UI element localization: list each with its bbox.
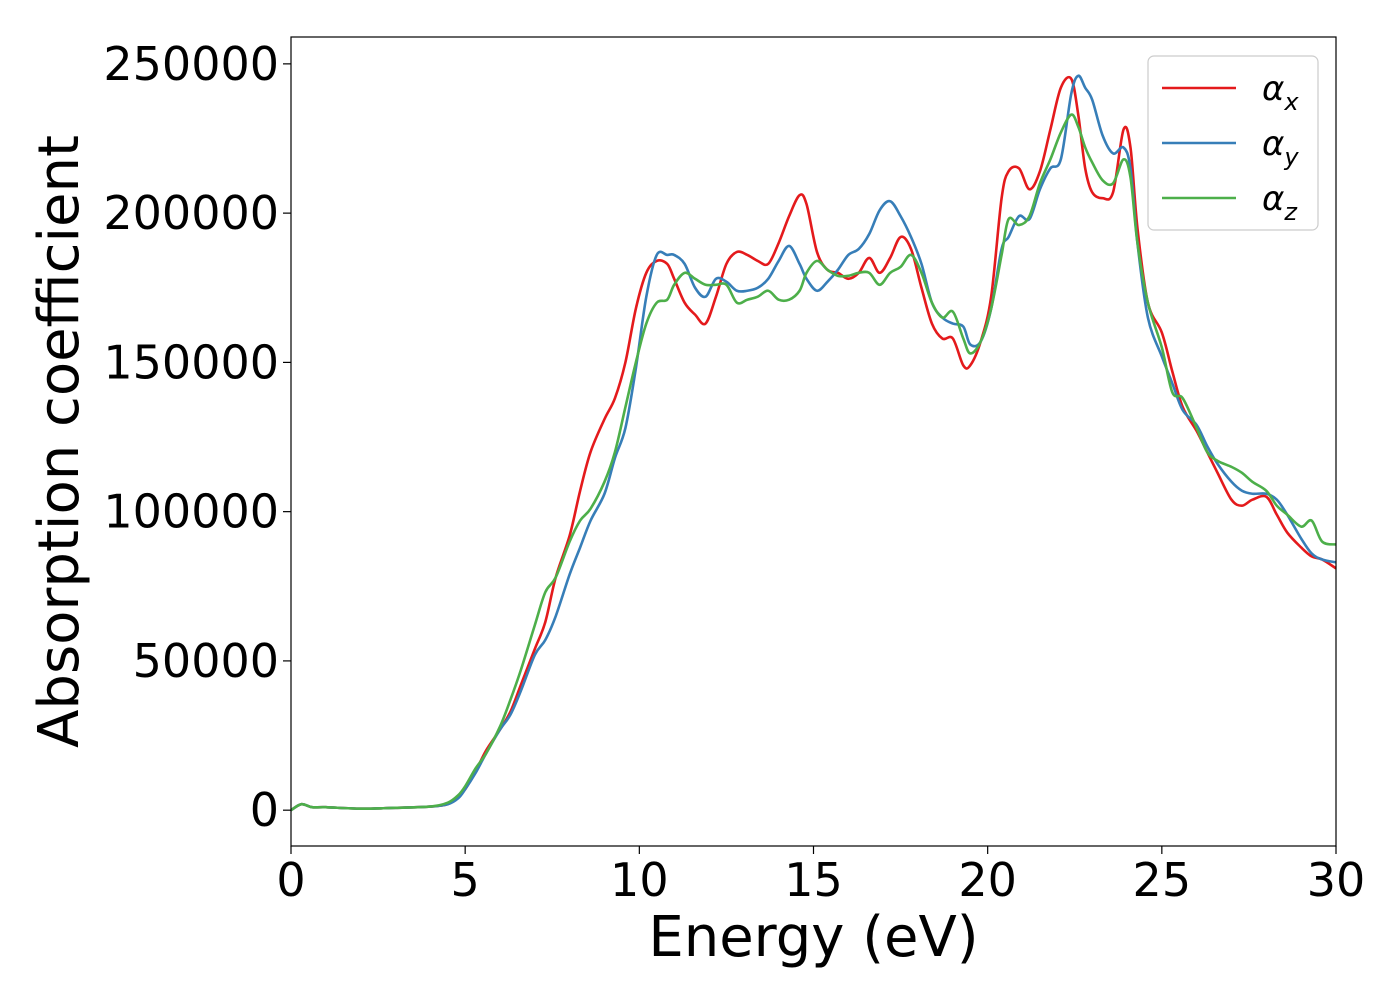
x-tick-label: 20	[958, 853, 1017, 907]
x-tick-label: 0	[276, 853, 305, 907]
x-tick-label: 15	[784, 853, 843, 907]
y-tick-label: 150000	[103, 335, 279, 389]
y-tick-label: 100000	[103, 485, 279, 539]
y-axis: 0 50000 100000 150000 200000 250000	[103, 37, 291, 837]
x-tick-label: 25	[1133, 853, 1192, 907]
x-axis: 0 5 10 15 20 25 30	[276, 846, 1365, 907]
x-tick-label: 10	[610, 853, 669, 907]
series-layer	[291, 74, 1336, 812]
legend-label-y: αy	[1262, 124, 1299, 171]
y-axis-title: Absorption coefficient	[27, 135, 92, 748]
y-tick-label: 200000	[103, 186, 279, 240]
x-tick-label: 5	[451, 853, 480, 907]
legend-label-x: αx	[1262, 69, 1299, 116]
legend: αx αy αz	[1147, 55, 1319, 231]
legend-label-z: αz	[1262, 179, 1298, 226]
series-line-y	[291, 74, 1336, 812]
y-tick-label: 250000	[103, 37, 279, 91]
x-axis-title: Energy (eV)	[648, 905, 978, 970]
y-tick-label: 0	[250, 783, 279, 837]
y-tick-label: 50000	[133, 634, 279, 688]
series-line-z	[291, 113, 1336, 812]
series-line-x	[291, 75, 1336, 812]
x-tick-label: 30	[1307, 853, 1366, 907]
